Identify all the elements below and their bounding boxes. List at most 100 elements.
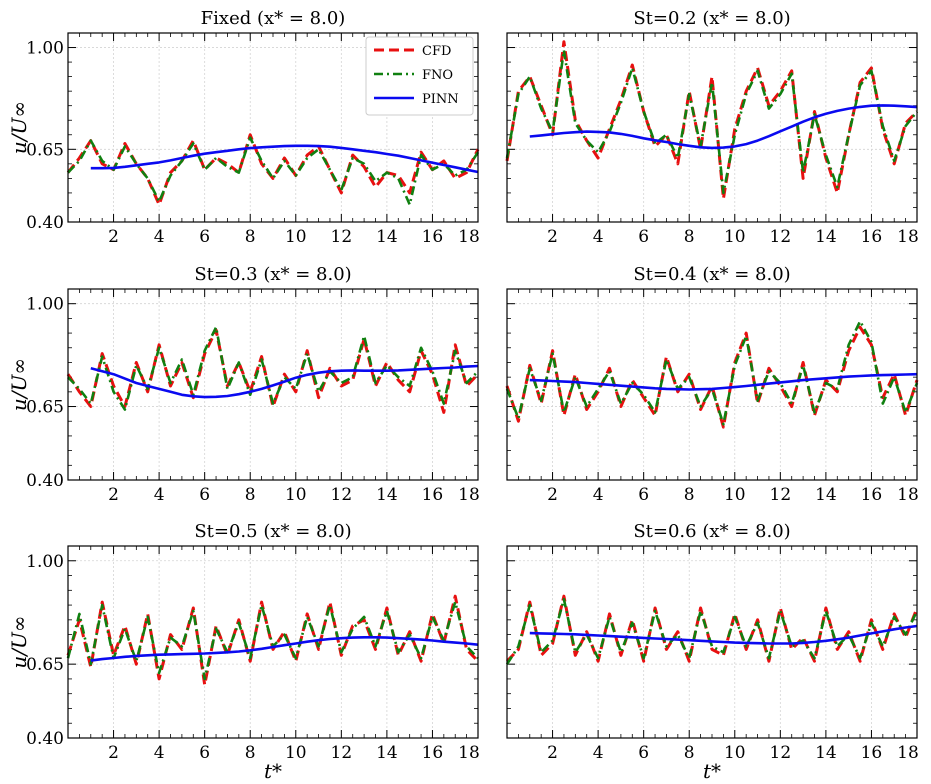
x-tick-label: 18 [897, 743, 919, 763]
y-tick-label: 0.40 [26, 729, 64, 749]
y-tick-label: 1.00 [26, 552, 64, 572]
legend: CFD FNO PINN [365, 36, 474, 116]
x-tick-label: 16 [861, 743, 883, 763]
x-tick-label: 2 [108, 227, 119, 247]
panel-title: St=0.3 (x* = 8.0) [194, 264, 351, 285]
y-tick-label: 0.65 [26, 398, 64, 418]
x-axis-label: t* [264, 759, 282, 783]
x-tick-label: 4 [593, 227, 604, 247]
legend-label-pinn: PINN [422, 92, 459, 107]
plot-frame [506, 545, 918, 739]
series-line-pinn [90, 144, 479, 174]
x-tick-label: 2 [547, 227, 558, 247]
y-tick-label: 0.40 [26, 471, 64, 491]
series-line-cfd [505, 325, 919, 429]
series-line-fno [505, 319, 919, 426]
legend-label-cfd: CFD [422, 44, 451, 59]
x-tick-label: 4 [154, 743, 165, 763]
panel-3: 2 4 6 8 10 12 14 16 18 0.40 0.65 1.00 St=0.3 (x* = 8… [7, 264, 480, 505]
x-tick-label: 16 [422, 227, 444, 247]
x-tick-label: 6 [638, 227, 649, 247]
x-tick-label: 4 [593, 743, 604, 763]
x-tick-label: 18 [458, 743, 480, 763]
x-tick-label: 2 [108, 485, 119, 505]
x-tick-label: 16 [861, 227, 883, 247]
panel-title: St=0.5 (x* = 8.0) [194, 521, 351, 542]
x-tick-label: 16 [422, 485, 444, 505]
x-axis-label: t* [703, 759, 721, 783]
y-axis-label: u/U∞ [7, 101, 31, 154]
x-tick-label: 6 [638, 485, 649, 505]
panel-2: 2 4 6 8 10 12 14 16 18 St=0.2 (x* = 8.0) [505, 8, 919, 247]
legend-box [365, 36, 474, 116]
y-axis-label: u/U∞ [7, 358, 31, 411]
y-tick-label: 1.00 [26, 295, 64, 315]
x-tick-label: 4 [593, 485, 604, 505]
legend-label-fno: FNO [422, 68, 453, 83]
panel-4: 2 4 6 8 10 12 14 16 18 St=0.4 (x* = 8.0) [505, 264, 919, 505]
series-line-cfd [66, 594, 480, 687]
x-tick-label: 12 [770, 743, 792, 763]
x-tick-label: 14 [376, 227, 398, 247]
panel-title: St=0.4 (x* = 8.0) [633, 264, 790, 285]
panel-5: 2 4 6 8 10 12 14 16 18 0.40 0.65 1.00 St=0.5 (x* = 8… [7, 521, 480, 783]
x-tick-label: 14 [376, 485, 398, 505]
x-tick-label: 2 [547, 485, 558, 505]
x-tick-label: 18 [458, 227, 480, 247]
x-tick-label: 10 [285, 227, 307, 247]
x-tick-label: 10 [285, 743, 307, 763]
x-tick-label: 6 [199, 485, 210, 505]
x-tick-label: 6 [199, 227, 210, 247]
x-tick-label: 16 [422, 743, 444, 763]
panel-title: St=0.2 (x* = 8.0) [633, 8, 790, 29]
series-line-pinn [529, 624, 918, 645]
x-tick-label: 18 [458, 485, 480, 505]
series-line-pinn [90, 364, 479, 399]
y-tick-label: 1.00 [26, 39, 64, 59]
x-tick-label: 12 [331, 227, 353, 247]
x-tick-label: 8 [684, 485, 695, 505]
series-line-cfd [505, 594, 919, 663]
x-tick-label: 10 [724, 743, 746, 763]
x-tick-label: 12 [331, 485, 353, 505]
series-line-fno [505, 49, 919, 195]
series-line-fno [505, 597, 919, 665]
x-tick-label: 2 [108, 743, 119, 763]
x-tick-label: 18 [897, 227, 919, 247]
series-line-fno [67, 325, 479, 411]
x-tick-label: 4 [154, 227, 165, 247]
x-tick-label: 6 [638, 743, 649, 763]
x-tick-label: 18 [897, 485, 919, 505]
series-line-pinn [529, 104, 918, 150]
panel-6: 2 4 6 8 10 12 14 16 18 St=0.6 (x* = 8.0) t* [505, 521, 919, 783]
x-tick-label: 8 [245, 485, 256, 505]
x-tick-label: 4 [154, 485, 165, 505]
x-tick-label: 10 [724, 485, 746, 505]
y-tick-label: 0.65 [26, 140, 64, 160]
x-tick-label: 8 [245, 743, 256, 763]
x-tick-label: 12 [331, 743, 353, 763]
series-line-pinn [90, 635, 479, 662]
series-line-cfd [66, 133, 480, 207]
x-tick-label: 10 [724, 227, 746, 247]
panel-title: St=0.6 (x* = 8.0) [633, 521, 790, 542]
x-tick-label: 2 [547, 743, 558, 763]
y-tick-label: 0.65 [26, 655, 64, 675]
x-tick-label: 12 [770, 227, 792, 247]
plot-frame [67, 545, 479, 739]
plot-frame [67, 32, 479, 223]
x-tick-label: 8 [684, 227, 695, 247]
panel-1: 2 4 6 8 10 12 14 16 18 0.40 0.65 1.00 Fixed (x* = 8.… [7, 8, 480, 247]
x-tick-label: 14 [815, 227, 837, 247]
series-line-pinn [529, 372, 918, 391]
plot-frame [67, 288, 479, 481]
x-tick-label: 14 [815, 485, 837, 505]
x-tick-label: 16 [861, 485, 883, 505]
series-line-cfd [66, 328, 480, 414]
x-tick-label: 8 [245, 227, 256, 247]
series-line-cfd [505, 40, 919, 201]
x-tick-label: 12 [770, 485, 792, 505]
x-tick-label: 10 [285, 485, 307, 505]
y-axis-label: u/U∞ [7, 615, 31, 668]
